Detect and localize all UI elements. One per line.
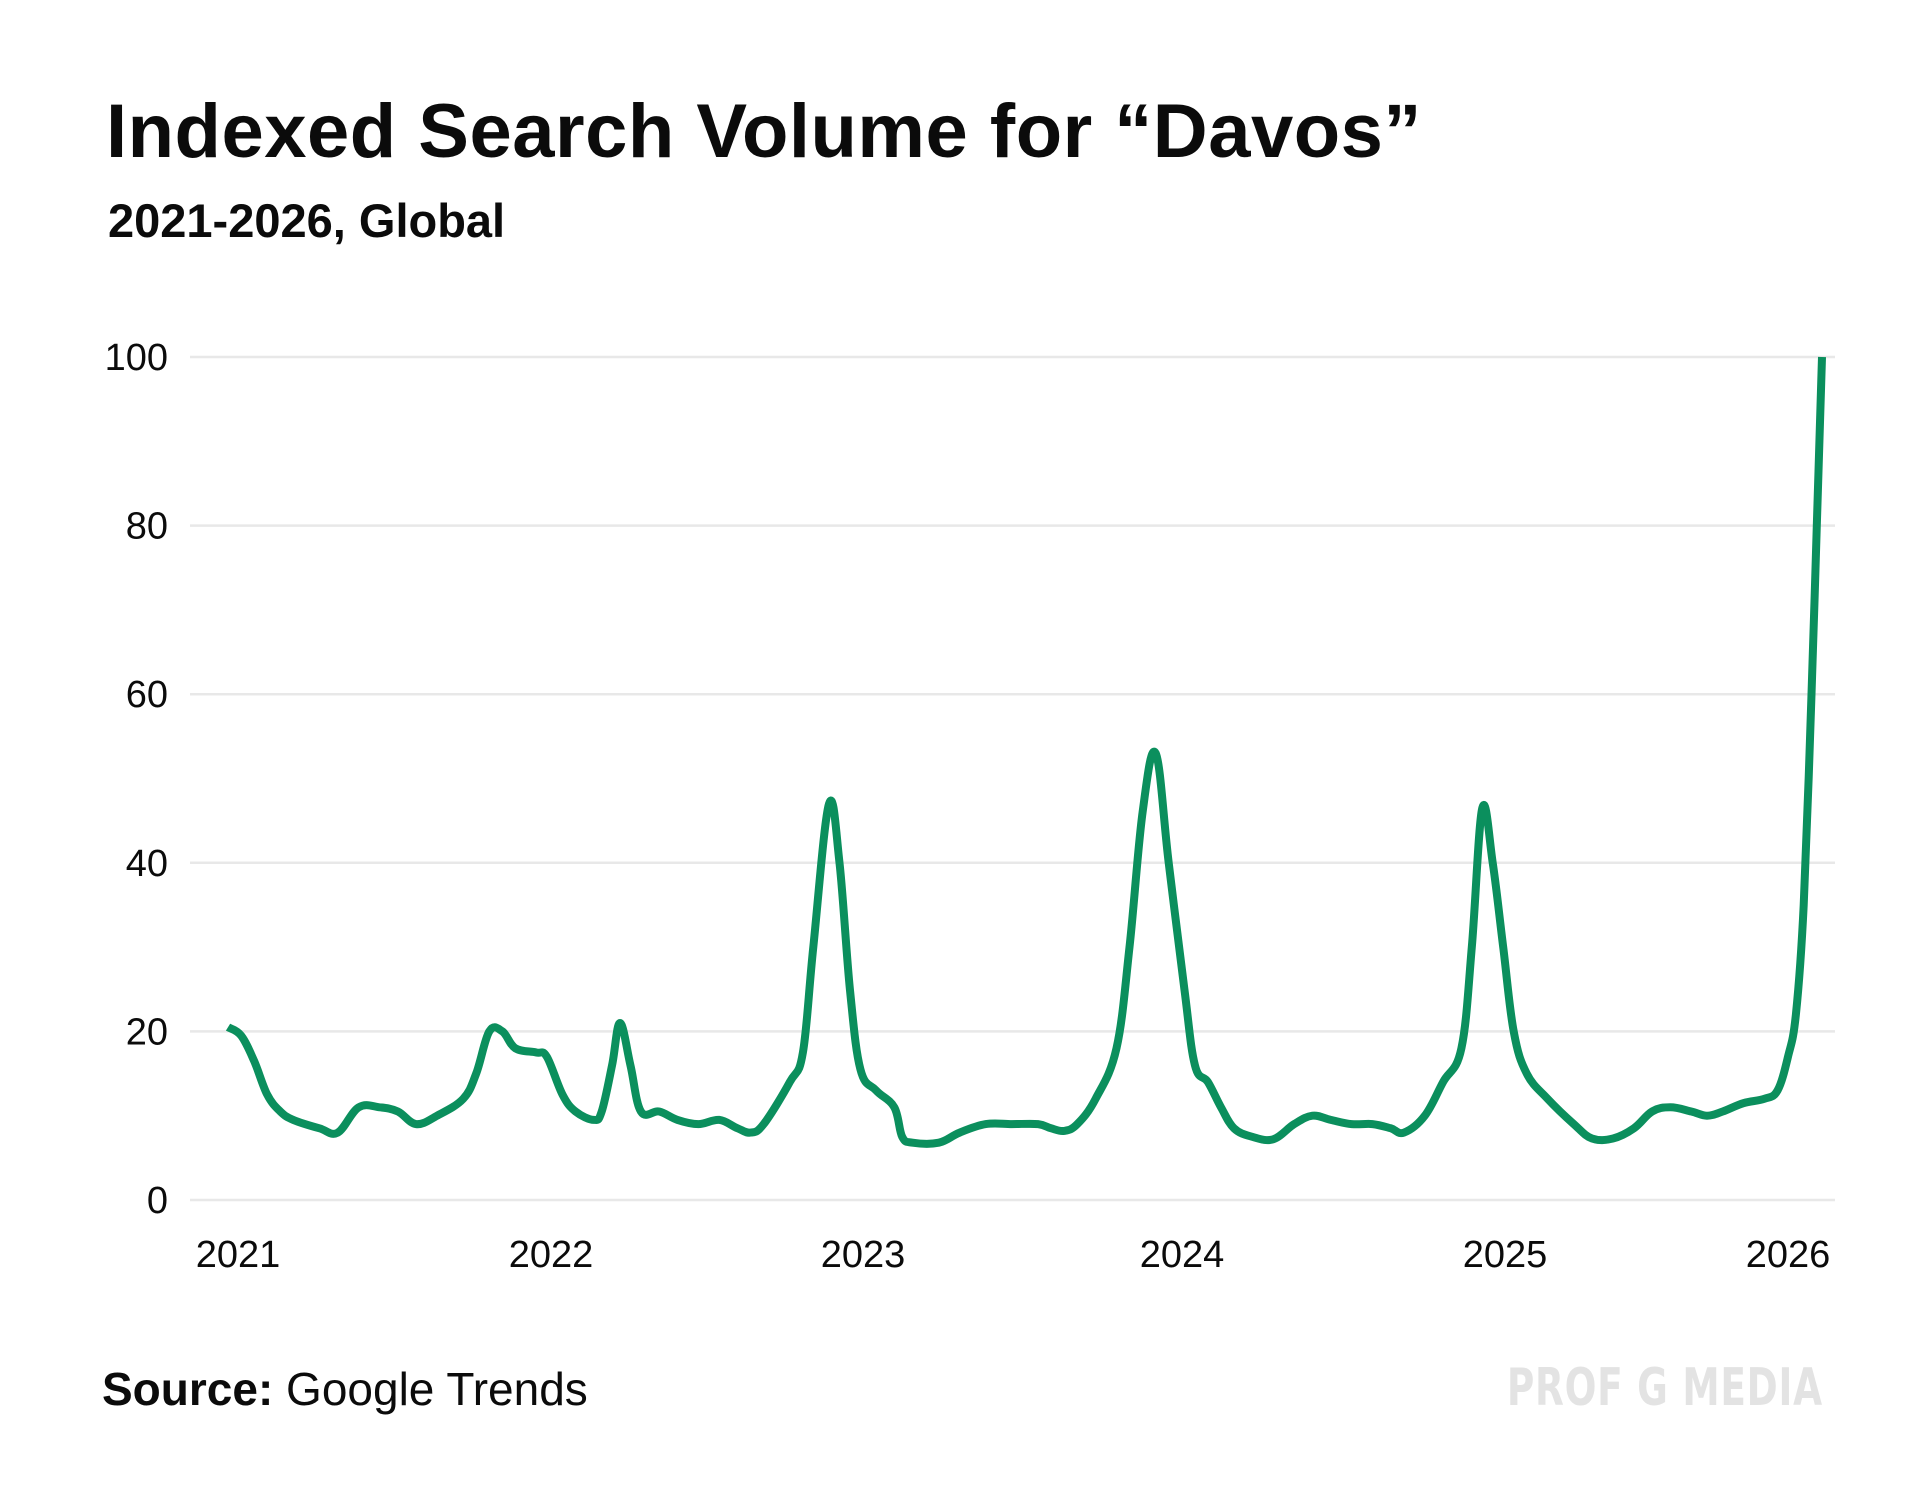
y-axis: 0 20 40 60 80 100	[105, 337, 168, 1222]
chart-subtitle: 2021-2026, Global	[108, 194, 506, 247]
x-tick-label: 2021	[196, 1234, 281, 1276]
source-note: Source: Google Trends	[102, 1362, 588, 1416]
x-tick-label: 2023	[821, 1234, 906, 1276]
y-tick-label: 40	[126, 843, 168, 885]
source-label: Source:	[102, 1363, 274, 1415]
y-tick-label: 100	[105, 337, 168, 379]
source-text: Google Trends	[286, 1363, 588, 1415]
y-tick-label: 0	[147, 1180, 168, 1222]
series-group	[225, 356, 1826, 1148]
y-tick-label: 60	[126, 674, 168, 716]
x-tick-label: 2024	[1140, 1234, 1225, 1276]
x-tick-label: 2022	[509, 1234, 594, 1276]
y-tick-label: 20	[126, 1011, 168, 1053]
chart-title: Indexed Search Volume for “Davos”	[106, 89, 1422, 174]
x-tick-label: 2026	[1746, 1234, 1831, 1276]
grid-lines	[190, 355, 1835, 1202]
series-line-davos	[225, 356, 1826, 1148]
x-tick-label: 2025	[1463, 1234, 1548, 1276]
x-axis: 2021 2022 2023 2024 2025 2026	[196, 1234, 1831, 1276]
y-tick-label: 80	[126, 506, 168, 548]
brand-watermark: PROF G MEDIA	[1507, 1358, 1823, 1418]
